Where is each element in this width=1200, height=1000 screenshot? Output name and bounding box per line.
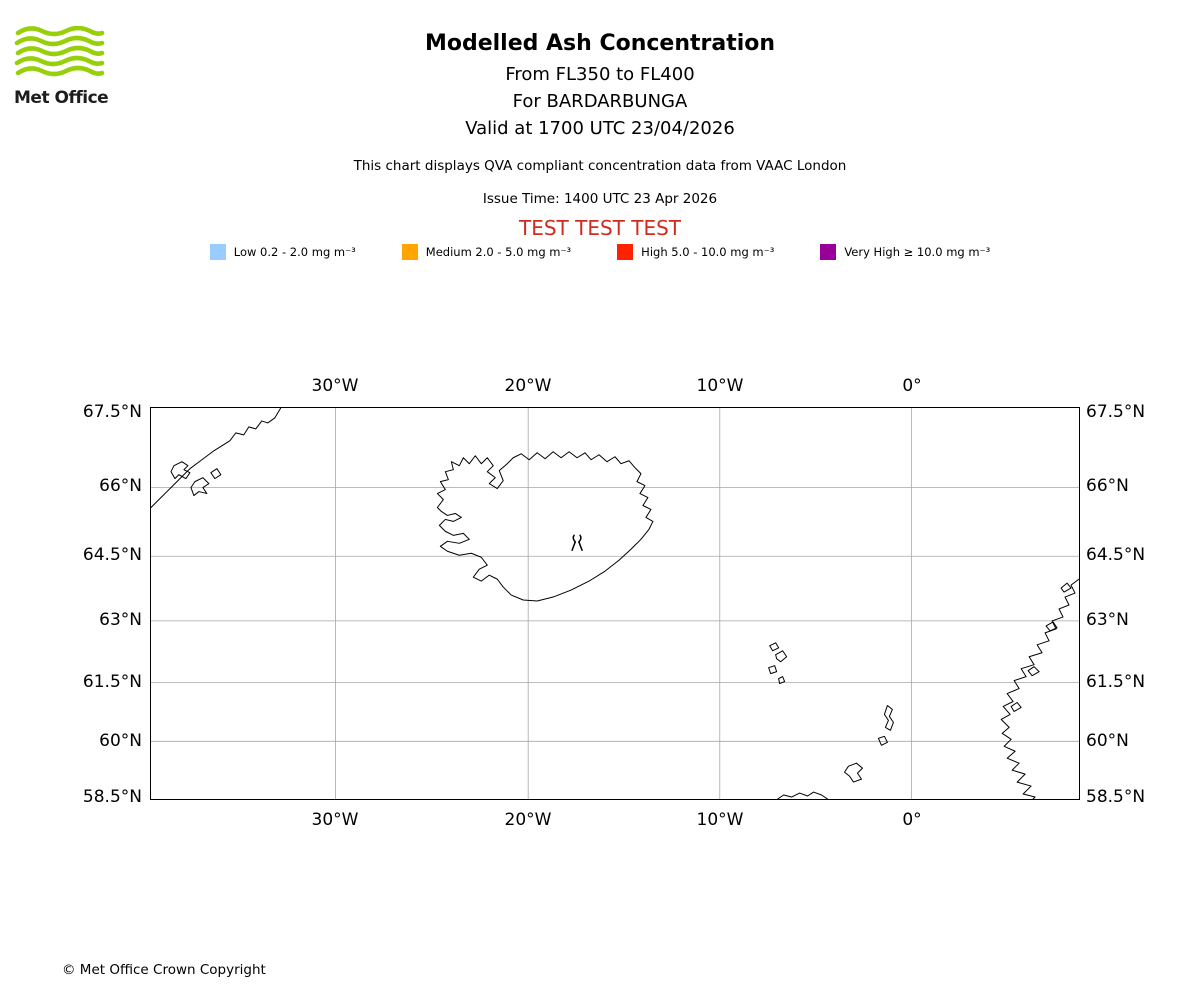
copyright-notice: © Met Office Crown Copyright <box>62 962 266 978</box>
lat-tick-right-63n: 63°N <box>1086 610 1129 630</box>
lat-tick-left-67-5n: 67.5°N <box>82 402 142 422</box>
met-office-wordmark: Met Office <box>14 88 109 108</box>
lon-tick-top-20w: 20°W <box>504 376 552 396</box>
medium-color-swatch <box>401 244 418 260</box>
legend-item-very-high: Very High ≥ 10.0 mg m⁻³ <box>820 244 990 260</box>
subtitle-flight-levels: From FL350 to FL400 <box>505 64 695 85</box>
subtitle-volcano: For BARDARBUNGA <box>512 91 688 112</box>
high-color-swatch <box>617 244 634 260</box>
lat-tick-right-60n: 60°N <box>1086 731 1129 751</box>
lon-tick-bottom-20w: 20°W <box>504 810 552 830</box>
concentration-legend: Low 0.2 - 2.0 mg m⁻³ Medium 2.0 - 5.0 mg… <box>0 244 1200 260</box>
subtitle-validity: Valid at 1700 UTC 23/04/2026 <box>465 118 735 139</box>
legend-label-very-high: Very High ≥ 10.0 mg m⁻³ <box>844 245 991 259</box>
met-office-logo: Met Office <box>14 26 114 108</box>
lon-tick-bottom-30w: 30°W <box>311 810 359 830</box>
legend-item-low: Low 0.2 - 2.0 mg m⁻³ <box>209 244 356 260</box>
grid-lines <box>151 408 1079 799</box>
lat-tick-right-64-5n: 64.5°N <box>1086 545 1146 565</box>
lon-tick-top-0: 0° <box>902 376 922 396</box>
faroe-islands-coastline <box>768 642 788 685</box>
chart-description: This chart displays QVA compliant concen… <box>353 158 847 174</box>
issue-time: Issue Time: 1400 UTC 23 Apr 2026 <box>482 191 718 207</box>
page-title: Modelled Ash Concentration <box>424 31 776 56</box>
orkney-coastline <box>844 762 863 783</box>
lat-tick-left-63n: 63°N <box>99 610 142 630</box>
iceland-coastline <box>436 451 654 602</box>
very-high-color-swatch <box>820 244 837 260</box>
legend-label-medium: Medium 2.0 - 5.0 mg m⁻³ <box>425 245 572 259</box>
legend-label-high: High 5.0 - 10.0 mg m⁻³ <box>641 245 775 259</box>
lat-tick-left-66n: 66°N <box>99 476 142 496</box>
legend-item-high: High 5.0 - 10.0 mg m⁻³ <box>617 244 774 260</box>
shetland-coastline <box>877 704 894 746</box>
map-frame <box>150 407 1080 800</box>
norway-islands <box>1010 582 1072 712</box>
scotland-coastline <box>777 791 829 799</box>
lat-tick-right-58-5n: 58.5°N <box>1086 787 1146 807</box>
lon-tick-top-30w: 30°W <box>311 376 359 396</box>
test-banner: TEST TEST TEST <box>518 216 681 240</box>
legend-item-medium: Medium 2.0 - 5.0 mg m⁻³ <box>401 244 572 260</box>
lat-tick-left-60n: 60°N <box>99 731 142 751</box>
lon-tick-bottom-0: 0° <box>902 810 922 830</box>
lat-tick-left-64-5n: 64.5°N <box>82 545 142 565</box>
lat-tick-right-61-5n: 61.5°N <box>1086 672 1146 692</box>
lat-tick-left-58-5n: 58.5°N <box>82 787 142 807</box>
low-color-swatch <box>209 244 226 260</box>
coastlines <box>151 408 1079 799</box>
greenland-islands <box>170 461 222 497</box>
lat-tick-right-67-5n: 67.5°N <box>1086 402 1146 422</box>
met-office-waves-icon <box>14 26 105 77</box>
volcano-marker-icon <box>571 534 583 552</box>
lon-tick-bottom-10w: 10°W <box>696 810 744 830</box>
lon-tick-top-10w: 10°W <box>696 376 744 396</box>
legend-label-low: Low 0.2 - 2.0 mg m⁻³ <box>233 245 356 259</box>
greenland-coastline <box>151 408 282 508</box>
lat-tick-left-61-5n: 61.5°N <box>82 672 142 692</box>
norway-coastline <box>1000 578 1079 799</box>
map-canvas <box>151 408 1079 799</box>
lat-tick-right-66n: 66°N <box>1086 476 1129 496</box>
